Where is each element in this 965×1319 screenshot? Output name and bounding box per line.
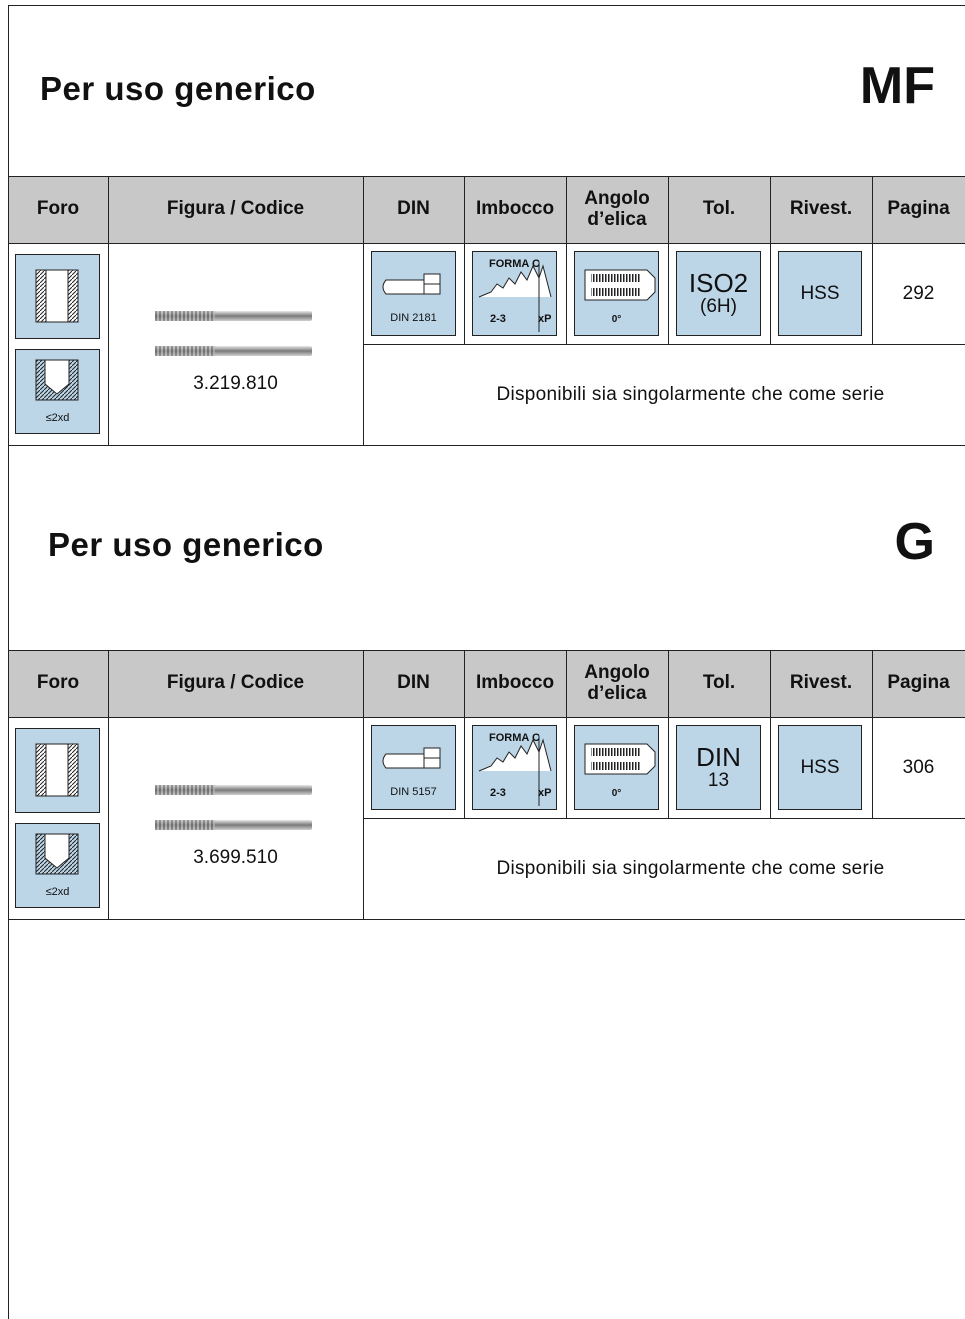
column-header: Angolo d’elica <box>584 187 650 230</box>
imbocco-pitch: xP <box>538 787 552 799</box>
tol-sub: 13 <box>707 770 730 791</box>
tool-image <box>155 785 312 795</box>
header-row <box>8 650 965 717</box>
imbocco-chamfer: 2-3 <box>490 313 506 325</box>
din-icon <box>371 725 456 810</box>
pagina: 292 <box>902 282 935 304</box>
availability-note: Disponibili sia singolarmente che come s… <box>496 383 885 405</box>
column-header: Tol. <box>702 198 736 220</box>
imbocco-form: FORMA C <box>489 732 540 744</box>
rule <box>108 650 109 919</box>
product-code: 3.699.510 <box>193 847 278 868</box>
rule <box>8 717 965 718</box>
column-header: Imbocco <box>475 198 555 220</box>
tol-main: DIN <box>696 742 741 772</box>
foro-blind <box>15 823 100 908</box>
tool-image <box>155 346 312 356</box>
rule <box>770 176 771 344</box>
din-icon <box>371 251 456 336</box>
column-header: Tol. <box>702 672 736 694</box>
rule <box>566 650 567 818</box>
rule <box>668 650 669 818</box>
column-header: Figura / Codice <box>166 672 305 694</box>
rule <box>363 344 364 445</box>
rule <box>108 176 109 445</box>
rule <box>668 176 669 344</box>
tol-main: ISO2 <box>688 268 749 298</box>
tool-image <box>155 311 312 321</box>
din-label: DIN 2181 <box>390 312 437 324</box>
foro-through <box>15 254 100 339</box>
tol-box <box>676 725 761 810</box>
rivest-box: HSS <box>778 725 862 810</box>
angolo-icon <box>574 725 659 810</box>
section-title: Per uso generico <box>48 526 324 563</box>
product-code: 3.219.810 <box>193 373 278 394</box>
code-letter: MF <box>859 57 935 115</box>
code-letter: G <box>894 513 935 571</box>
column-header: Imbocco <box>475 672 555 694</box>
imbocco-chamfer: 2-3 <box>490 787 506 799</box>
tol-sub: (6H) <box>700 296 737 317</box>
rule <box>8 650 9 919</box>
imbocco-form: FORMA C <box>489 258 540 270</box>
pagina: 306 <box>902 756 935 778</box>
rule <box>8 650 965 651</box>
foro-label: ≤2xd <box>45 886 70 898</box>
tool-image <box>155 820 312 830</box>
rule <box>8 176 9 445</box>
tol-box <box>676 251 761 336</box>
rule <box>363 650 364 818</box>
column-header: Pagina <box>887 672 950 694</box>
rule <box>770 650 771 818</box>
imbocco-icon <box>472 725 557 810</box>
rule <box>8 919 965 920</box>
column-header: Rivest. <box>789 198 853 220</box>
rivest-box: HSS <box>778 251 862 336</box>
rule <box>566 176 567 344</box>
top-rule <box>8 5 965 6</box>
rule <box>8 445 965 446</box>
din-label: DIN 5157 <box>390 786 437 798</box>
angolo-icon <box>574 251 659 336</box>
imbocco-pitch: xP <box>538 313 552 325</box>
foro-label: ≤2xd <box>45 412 70 424</box>
column-header: Figura / Codice <box>166 198 305 220</box>
column-header: Pagina <box>887 198 950 220</box>
header-row <box>8 176 965 243</box>
availability-note: Disponibili sia singolarmente che come s… <box>496 857 885 879</box>
rule <box>8 176 965 177</box>
column-header: Angolo d’elica <box>584 661 650 704</box>
imbocco-icon <box>472 251 557 336</box>
column-header: DIN <box>397 672 430 694</box>
column-header: Rivest. <box>789 672 853 694</box>
section-title: Per uso generico <box>40 70 316 107</box>
rule <box>8 243 965 244</box>
rule <box>363 818 965 819</box>
rule <box>363 344 965 345</box>
rule <box>464 650 465 818</box>
column-header: DIN <box>397 198 430 220</box>
rule <box>363 176 364 344</box>
rule <box>872 650 873 818</box>
angolo-label: 0° <box>611 314 622 325</box>
rule <box>464 176 465 344</box>
foro-through <box>15 728 100 813</box>
column-header: Foro <box>36 198 80 220</box>
column-header: Foro <box>36 672 80 694</box>
rule <box>872 176 873 344</box>
angolo-label: 0° <box>611 788 622 799</box>
foro-blind <box>15 349 100 434</box>
rule <box>363 818 364 919</box>
